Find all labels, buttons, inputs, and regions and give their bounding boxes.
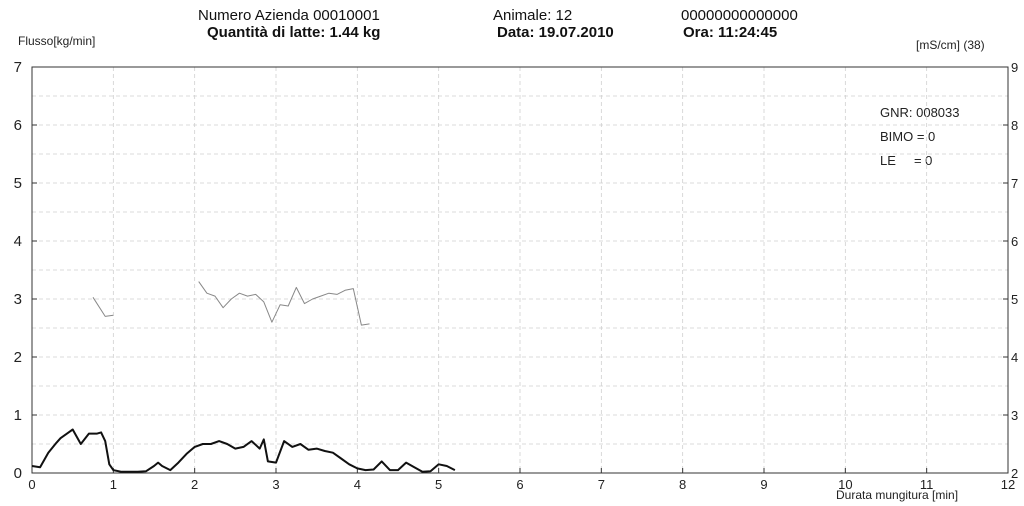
- y-tick-label: 2: [14, 349, 22, 366]
- y2-tick-label: 2: [1011, 466, 1018, 481]
- bimo-value: BIMO = 0: [880, 129, 936, 144]
- milk-flow-line: [31, 428, 456, 473]
- y-tick-label: 3: [14, 291, 22, 308]
- gnr-value: GNR: 008033: [880, 105, 960, 120]
- id-code: 00000000000000: [681, 7, 798, 24]
- y2-tick-label: 6: [1011, 234, 1018, 249]
- conductivity-line: [92, 297, 114, 317]
- x-tick-label: 9: [760, 477, 767, 492]
- y2-tick-label: 8: [1011, 118, 1018, 133]
- x-tick-label: 1: [110, 477, 117, 492]
- x-tick-label: 3: [272, 477, 279, 492]
- y-tick-label: 0: [14, 465, 22, 482]
- y2-tick-label: 3: [1011, 408, 1018, 423]
- y-tick-label: 1: [14, 407, 22, 424]
- y-tick-label: 6: [14, 117, 22, 134]
- x-tick-label: 5: [435, 477, 442, 492]
- y-tick-label: 7: [14, 59, 22, 76]
- y-tick-label: 5: [14, 175, 22, 192]
- y2-tick-label: 9: [1011, 60, 1018, 75]
- y2-tick-label: 5: [1011, 292, 1018, 307]
- y-tick-label: 4: [14, 233, 22, 250]
- time: Ora: 11:24:45: [683, 24, 778, 41]
- le-value: LE = 0: [880, 153, 933, 168]
- herd-number: Numero Azienda 00010001: [198, 7, 380, 24]
- y-axis-title: Flusso[kg/min]: [18, 34, 96, 48]
- x-tick-label: 11: [920, 477, 934, 492]
- x-axis-title: Durata mungitura [min]: [836, 488, 959, 502]
- date: Data: 19.07.2010: [497, 24, 614, 41]
- x-tick-label: 8: [679, 477, 686, 492]
- y2-tick-label: 7: [1011, 176, 1018, 191]
- y2-tick-label: 4: [1011, 350, 1018, 365]
- x-tick-label: 10: [838, 477, 852, 492]
- x-tick-label: 2: [191, 477, 198, 492]
- x-tick-label: 0: [28, 477, 35, 492]
- x-tick-label: 6: [516, 477, 523, 492]
- x-tick-label: 12: [1001, 477, 1015, 492]
- animal-number: Animale: 12: [493, 7, 573, 24]
- conductivity-line: [198, 281, 370, 326]
- y2-axis-title: [mS/cm] (38): [916, 38, 985, 52]
- x-tick-label: 7: [598, 477, 605, 492]
- milk-quantity: Quantità di latte: 1.44 kg: [207, 24, 381, 41]
- x-tick-label: 4: [354, 477, 361, 492]
